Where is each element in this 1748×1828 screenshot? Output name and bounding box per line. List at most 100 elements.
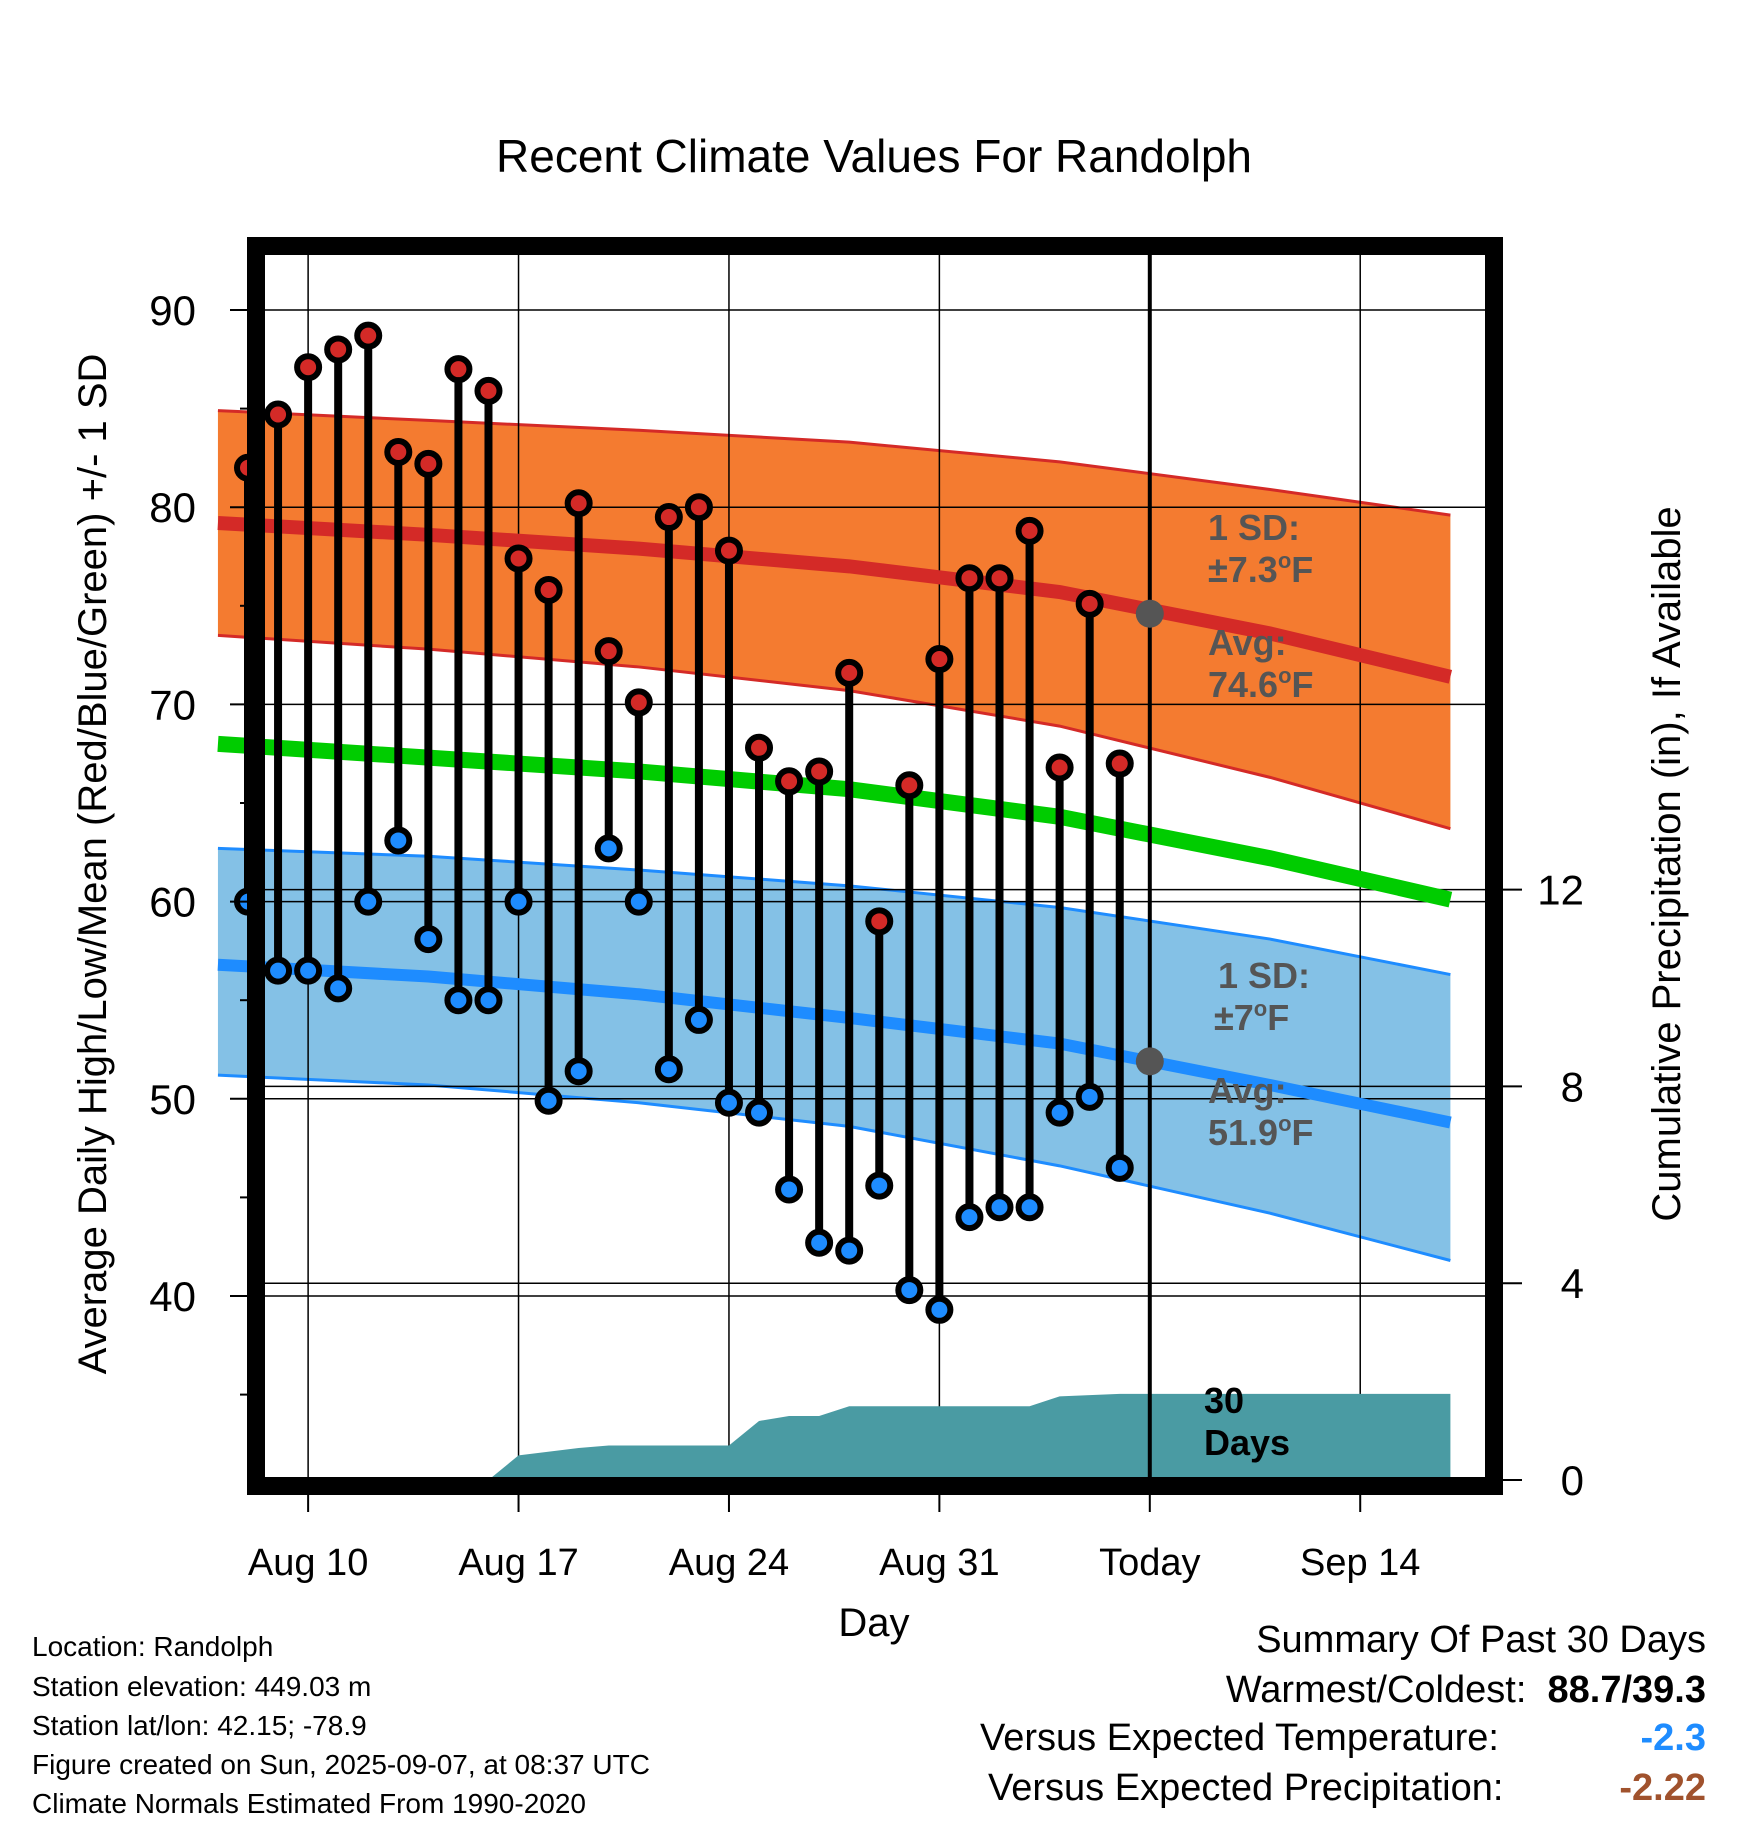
x-tick-label: Aug 24 <box>669 1542 789 1584</box>
low-avg-value: 51.9oF <box>1208 1111 1314 1153</box>
y-right-tick-label: 4 <box>1561 1260 1584 1307</box>
obs-low-marker <box>955 1203 984 1232</box>
today-high-avg-dot <box>1135 599 1164 628</box>
obs-high-marker <box>654 503 683 532</box>
summary-temp-value: -2.3 <box>1640 1717 1706 1759</box>
obs-high-marker <box>985 564 1014 593</box>
obs-high-marker <box>264 400 293 429</box>
x-tick-label: Today <box>1099 1542 1200 1584</box>
obs-high-marker <box>865 907 894 936</box>
obs-low-marker <box>775 1175 804 1204</box>
y-tick-label: 60 <box>149 879 196 926</box>
y-tick-label: 50 <box>149 1076 196 1123</box>
obs-high-marker <box>745 733 774 762</box>
precip-area <box>217 1393 1451 1480</box>
y-tick-label: 80 <box>149 484 196 531</box>
summary-warmest-row: Warmest/Coldest: 88.7/39.3 <box>1226 1670 1706 1710</box>
obs-low-marker <box>895 1276 924 1305</box>
low-sd-value: ±7oF <box>1214 996 1289 1038</box>
obs-high-marker <box>324 335 353 364</box>
summary-precip-label: Versus Expected Precipitation: <box>988 1767 1504 1809</box>
high-sd-band <box>217 410 1451 829</box>
summary-warmest-value: 88.7/39.3 <box>1547 1669 1706 1711</box>
obs-low-marker <box>414 925 443 954</box>
obs-low-marker <box>925 1295 954 1324</box>
obs-high-marker <box>594 637 623 666</box>
summary-title: Summary Of Past 30 Days <box>1256 1619 1706 1661</box>
high-sd-band-upper-edge <box>217 409 1451 517</box>
obs-high-marker <box>294 353 323 382</box>
obs-low-marker <box>324 974 353 1003</box>
x-tick-label: Aug 17 <box>458 1542 578 1584</box>
high-avg-label: Avg: <box>1208 622 1287 663</box>
obs-low-marker <box>354 887 383 916</box>
obs-high-marker <box>624 688 653 717</box>
obs-high-marker <box>684 493 713 522</box>
obs-low-marker <box>835 1236 864 1265</box>
info-created: Figure created on Sun, 2025-09-07, at 08… <box>32 1749 650 1780</box>
today-low-avg-dot <box>1135 1047 1164 1076</box>
high-sd-label: 1 SD: <box>1208 507 1300 548</box>
y-tick-label: 70 <box>149 681 196 728</box>
obs-high-marker <box>775 767 804 796</box>
low-sd-label: 1 SD: <box>1218 955 1310 996</box>
summary-temp-label: Versus Expected Temperature: <box>980 1717 1499 1759</box>
obs-high-marker <box>534 576 563 605</box>
x-tick-label: Sep 14 <box>1300 1542 1420 1584</box>
obs-low-marker <box>474 986 503 1015</box>
summary-warmest-label: Warmest/Coldest: <box>1225 1669 1527 1711</box>
obs-high-marker <box>384 437 413 466</box>
obs-high-marker <box>414 449 443 478</box>
y-axis-right-label: Cumulative Precipitation (in), If Availa… <box>1645 506 1689 1221</box>
obs-high-marker <box>1075 589 1104 618</box>
obs-low-marker <box>985 1193 1014 1222</box>
precip-label-days: Days <box>1204 1422 1290 1463</box>
chart-title: Recent Climate Values For Randolph <box>496 130 1252 182</box>
info-latlon: Station lat/lon: 42.15; -78.9 <box>32 1710 367 1741</box>
plot-frame <box>247 237 1503 1495</box>
obs-low-marker <box>1015 1193 1044 1222</box>
obs-high-marker <box>1045 753 1074 782</box>
obs-high-marker <box>474 376 503 405</box>
y-right-tick-label: 8 <box>1561 1063 1584 1110</box>
obs-low-marker <box>684 1005 713 1034</box>
x-axis-label: Day <box>838 1601 909 1645</box>
obs-low-marker <box>714 1088 743 1117</box>
summary-precip-value: -2.22 <box>1619 1767 1706 1809</box>
obs-low-marker <box>865 1171 894 1200</box>
obs-high-marker <box>925 645 954 674</box>
obs-low-marker <box>654 1055 683 1084</box>
obs-low-marker <box>504 887 533 916</box>
y-right-tick-label: 0 <box>1561 1457 1584 1504</box>
x-tick-label: Aug 10 <box>248 1542 368 1584</box>
precip-layer <box>217 1393 1451 1480</box>
obs-low-marker <box>294 956 323 985</box>
obs-low-marker <box>624 887 653 916</box>
obs-high-marker <box>835 658 864 687</box>
obs-low-marker <box>1075 1082 1104 1111</box>
info-location: Location: Randolph <box>32 1631 274 1662</box>
obs-high-marker <box>805 757 834 786</box>
obs-high-marker <box>564 489 593 518</box>
obs-low-marker <box>534 1086 563 1115</box>
info-elevation: Station elevation: 449.03 m <box>32 1671 372 1702</box>
high-avg-value: 74.6oF <box>1208 663 1314 705</box>
observations <box>234 321 1134 1324</box>
obs-high-marker <box>504 544 533 573</box>
obs-low-marker <box>745 1098 774 1127</box>
obs-low-marker <box>444 986 473 1015</box>
obs-high-marker <box>955 564 984 593</box>
obs-low-marker <box>384 826 413 855</box>
y-tick-label: 90 <box>149 287 196 334</box>
obs-high-marker <box>1105 749 1134 778</box>
obs-high-marker <box>1015 516 1044 545</box>
obs-high-marker <box>895 771 924 800</box>
obs-low-marker <box>805 1228 834 1257</box>
high-sd-value: ±7.3oF <box>1208 548 1313 590</box>
low-sd-band <box>217 848 1451 1261</box>
obs-low-marker <box>1045 1098 1074 1127</box>
obs-low-marker <box>1105 1153 1134 1182</box>
obs-high-marker <box>444 355 473 384</box>
